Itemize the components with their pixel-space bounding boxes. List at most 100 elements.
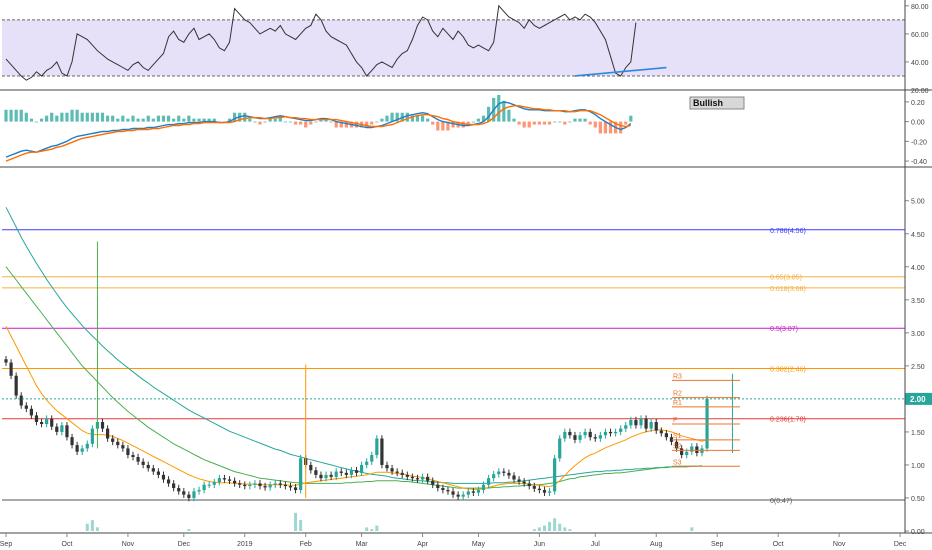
macd-histogram-bar <box>532 121 536 125</box>
candle-body <box>639 418 643 426</box>
candle-body <box>9 362 13 376</box>
candle-body <box>553 458 557 492</box>
macd-histogram-bar <box>553 121 557 123</box>
candle-body <box>161 474 166 480</box>
candle-body <box>24 405 28 409</box>
candle-body <box>426 476 430 481</box>
candle-body <box>309 464 313 471</box>
macd-histogram-bar <box>161 115 166 122</box>
candle-body <box>420 476 425 480</box>
macd-histogram-bar <box>24 112 28 122</box>
candle-body <box>55 426 59 432</box>
macd-histogram-bar <box>9 109 13 122</box>
macd-histogram-bar <box>121 115 125 122</box>
candle-body <box>578 435 582 440</box>
macd-histogram-bar <box>283 121 287 123</box>
macd-histogram-bar <box>522 121 526 128</box>
macd-histogram-bar <box>268 118 272 122</box>
candle-body <box>50 418 54 427</box>
volume-bar <box>553 518 557 531</box>
candle-body <box>207 484 211 486</box>
candle-body <box>319 474 323 479</box>
candle-body <box>344 472 348 475</box>
macd-histogram-bar <box>111 115 115 122</box>
macd-histogram-bar <box>227 118 232 122</box>
candle-body <box>329 474 333 477</box>
candle-body <box>522 481 526 484</box>
bullish-badge <box>689 96 745 110</box>
rsi-axis-tick-label: 80.00 <box>911 4 929 11</box>
macd-histogram-bar <box>608 121 613 134</box>
macd-histogram-bar <box>476 118 481 122</box>
macd-histogram-bar <box>14 109 18 122</box>
rsi-axis-tick-label: 20.00 <box>911 88 929 95</box>
macd-histogram-bar <box>248 118 252 122</box>
candle-body <box>492 474 496 479</box>
candle-body <box>690 446 694 452</box>
macd-histogram-bar <box>34 121 39 123</box>
macd-histogram-bar <box>233 112 237 122</box>
volume-bar <box>375 525 379 531</box>
macd-histogram-bar <box>365 121 369 128</box>
macd-axis-tick-label: 0.00 <box>911 120 925 127</box>
volume-bar <box>85 523 89 531</box>
candle-body <box>558 438 562 459</box>
macd-histogram-bar <box>502 100 506 122</box>
candle-body <box>258 483 262 487</box>
macd-histogram-bar <box>588 121 592 125</box>
macd-histogram-bar <box>151 118 155 122</box>
pivot-label: P <box>673 417 678 424</box>
candle-body <box>172 483 176 489</box>
x-tick-label: Sep <box>711 541 724 548</box>
candle-body <box>212 482 216 485</box>
macd-histogram-bar <box>380 118 384 122</box>
macd-histogram-bar <box>405 112 409 122</box>
macd-histogram-bar <box>263 121 267 123</box>
candle-body <box>624 425 628 429</box>
candle-body <box>385 464 389 469</box>
candle-body <box>446 490 450 492</box>
macd-histogram-bar <box>390 112 394 122</box>
macd-histogram-bar <box>293 121 298 125</box>
candle-body <box>365 461 369 465</box>
macd-axis-tick-label: 0.20 <box>911 100 925 107</box>
price-axis-tick-label: 1.50 <box>911 430 925 437</box>
candle-body <box>685 451 689 456</box>
macd-histogram-bar <box>431 121 435 125</box>
x-tick-label: Oct <box>773 541 784 548</box>
candle-body <box>400 472 404 475</box>
candle-body <box>583 431 587 436</box>
candle-body <box>415 478 420 480</box>
macd-histogram-bar <box>426 118 430 122</box>
candle-body <box>512 475 516 480</box>
macd-histogram-bar <box>126 118 130 122</box>
candle-body <box>299 458 303 491</box>
candle-body <box>288 486 293 488</box>
rsi-axis-tick-label: 60.00 <box>911 32 929 39</box>
candle-body <box>151 468 155 472</box>
pivot-label: S2 <box>673 443 682 450</box>
fib-level-label: 0.5(3.07) <box>770 326 798 333</box>
macd-histogram-bar <box>598 121 602 134</box>
macd-histogram-bar <box>258 121 262 125</box>
rsi-band <box>2 19 905 76</box>
macd-histogram-bar <box>583 118 587 122</box>
x-tick-label: Jun <box>534 541 545 548</box>
candle-body <box>131 455 135 458</box>
candle-body <box>532 486 536 489</box>
candle-body <box>370 455 374 462</box>
macd-histogram-bar <box>436 121 440 131</box>
candle-body <box>537 488 541 491</box>
macd-histogram-bar <box>517 121 521 125</box>
macd-axis-tick-label: -0.40 <box>911 159 927 166</box>
moving-average-line <box>5 266 703 489</box>
candle-body <box>354 470 359 473</box>
macd-histogram-bar <box>182 118 186 122</box>
macd-histogram-bar <box>95 112 100 122</box>
candle-body <box>106 428 110 439</box>
candle-body <box>136 457 140 462</box>
macd-histogram-bar <box>85 112 89 122</box>
macd-histogram-bar <box>344 121 348 128</box>
candle-body <box>293 487 298 491</box>
